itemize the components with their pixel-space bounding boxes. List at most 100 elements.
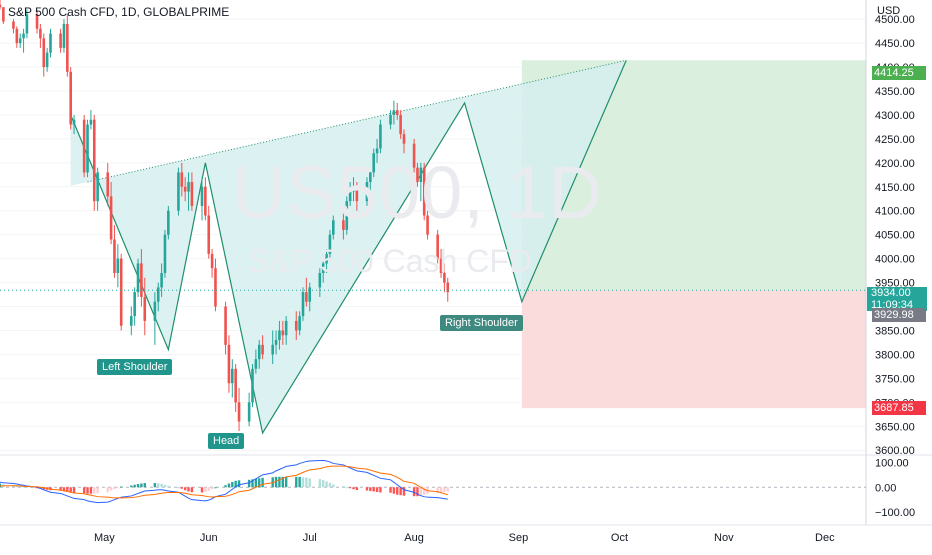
- macd-hist-bar-27: [130, 485, 133, 488]
- candle-body-8: [39, 28, 42, 39]
- candle-body-85: [399, 114, 402, 135]
- macd-hist-bar-20: [93, 487, 96, 494]
- macd-tick-label-1: 0.00: [875, 482, 896, 494]
- price-tick-label-15: 3750.00: [875, 373, 915, 385]
- candle-body-25: [116, 258, 120, 273]
- macd-hist-bar-29: [136, 484, 140, 488]
- signal-line: [0, 465, 448, 499]
- macd-hist-bar-28: [133, 484, 136, 488]
- candle-body-71: [332, 220, 335, 235]
- time-tick-label-3: Aug: [404, 532, 424, 544]
- price-axis-currency: USD: [877, 5, 900, 17]
- macd-hist-bar-61: [284, 476, 288, 488]
- last-price-tag: 3929.98: [872, 308, 926, 322]
- macd-hist-bar-33: [157, 483, 160, 488]
- macd-hist-bar-95: [446, 487, 449, 492]
- candle-body-13: [62, 23, 66, 48]
- candle-body-9: [42, 38, 46, 68]
- price-tick-label-13: 3850.00: [875, 325, 915, 337]
- candle-body-22: [106, 172, 110, 197]
- macd-hist-bar-70: [328, 482, 332, 488]
- candle-body-64: [301, 292, 305, 317]
- macd-hist-bar-66: [308, 478, 311, 488]
- macd-tick-label-0: 100.00: [875, 457, 909, 469]
- macd-hist-bar-41: [190, 487, 194, 493]
- candle-body-24: [113, 239, 116, 273]
- macd-hist-bar-44: [207, 487, 210, 491]
- macd-hist-bar-49: [231, 482, 234, 488]
- head-label: Head: [208, 433, 245, 449]
- price-tick-label-14: 3800.00: [875, 349, 915, 361]
- time-tick-label-4: Sep: [509, 532, 529, 544]
- candle-body-23: [109, 196, 113, 240]
- macd-hist-bar-54: [254, 478, 258, 488]
- candle-body-26: [119, 258, 123, 326]
- candle-body-65: [305, 292, 308, 302]
- loss-zone: [521, 290, 866, 409]
- macd-hist-bar-53: [251, 479, 254, 488]
- candle-body-57: [271, 344, 274, 355]
- time-tick-label-0: May: [94, 532, 115, 544]
- candle-body-68: [321, 263, 325, 273]
- macd-hist-bar-65: [305, 477, 308, 488]
- time-tick-label-6: Nov: [714, 532, 734, 544]
- macd-hist-bar-25: [116, 487, 120, 489]
- candle-body-4: [18, 38, 22, 44]
- candle-body-40: [187, 182, 190, 192]
- candle-body-19: [89, 119, 93, 125]
- candle-body-35: [163, 234, 167, 273]
- candle-body-41: [190, 182, 194, 206]
- time-tick-label-2: Jul: [303, 532, 317, 544]
- macd-hist-bar-21: [96, 487, 99, 494]
- price-tick-label-9: 4050.00: [875, 230, 915, 242]
- macd-hist-bar-92: [436, 487, 439, 494]
- candle-body-56: [261, 344, 264, 355]
- macd-hist-bar-78: [369, 487, 372, 491]
- candle-body-44: [207, 215, 211, 254]
- price-tick-label-11: 3950.00: [875, 278, 915, 290]
- candle-body-92: [436, 234, 439, 259]
- candle-body-15: [69, 71, 72, 125]
- candle-body-95: [446, 282, 450, 293]
- candle-body-2: [12, 21, 15, 29]
- macd-hist-bar-86: [402, 487, 406, 496]
- macd-hist-bar-14: [66, 487, 69, 492]
- candle-body-89: [419, 167, 423, 182]
- candle-body-60: [281, 330, 285, 336]
- candle-body-38: [180, 172, 184, 187]
- macd-hist-bar-13: [62, 487, 66, 492]
- macd-hist-bar-81: [379, 487, 382, 493]
- candle-body-90: [422, 167, 426, 216]
- candle-body-58: [274, 340, 278, 345]
- target-price-tag: 4414.25: [872, 66, 926, 80]
- time-tick-label-5: Oct: [611, 532, 628, 544]
- stop-price-tag: 3687.85: [872, 401, 926, 415]
- candle-body-83: [392, 110, 396, 115]
- macd-hist-bar-74: [348, 487, 352, 489]
- candle-body-30: [140, 263, 143, 297]
- candle-body-11: [49, 33, 52, 53]
- macd-hist-bar-30: [140, 483, 143, 488]
- chart-title[interactable]: S&P 500 Cash CFD, 1D, GLOBALPRIME: [8, 5, 230, 19]
- candle-body-61: [284, 320, 288, 336]
- macd-hist-bar-19: [89, 487, 93, 494]
- candle-body-88: [416, 167, 419, 182]
- macd-hist-bar-35: [163, 484, 167, 488]
- macd-hist-bar-17: [82, 487, 86, 494]
- candle-body-55: [257, 344, 261, 360]
- price-tick-label-5: 4250.00: [875, 134, 915, 146]
- candle-body-52: [247, 402, 251, 422]
- macd-hist-bar-60: [281, 476, 284, 488]
- macd-hist-bar-42: [200, 487, 204, 493]
- macd-hist-bar-56: [261, 477, 264, 488]
- macd-hist-bar-48: [227, 483, 231, 488]
- price-tick-label-18: 3600.00: [875, 445, 915, 457]
- candle-body-54: [254, 359, 258, 369]
- price-tick-label-7: 4150.00: [875, 182, 915, 194]
- candle-body-78: [369, 172, 372, 182]
- macd-hist-bar-55: [258, 478, 261, 488]
- candle-body-81: [379, 124, 382, 149]
- candle-body-63: [298, 316, 301, 331]
- time-tick-label-7: Dec: [815, 532, 835, 544]
